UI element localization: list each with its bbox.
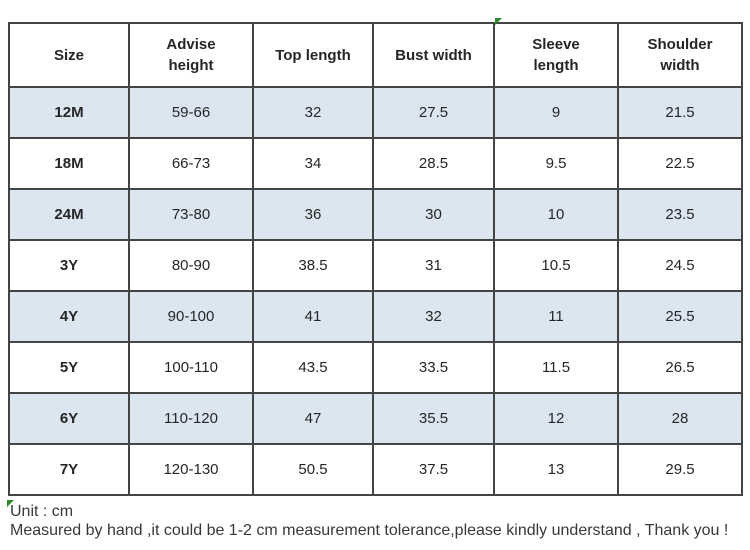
cell-advise-height: 120-130 xyxy=(128,443,254,496)
measurement-note: Measured by hand ,it could be 1-2 cm mea… xyxy=(10,522,729,539)
cell-bust-width: 37.5 xyxy=(372,443,495,496)
cell-advise-height: 80-90 xyxy=(128,239,254,292)
header-size-label: Size xyxy=(53,46,84,64)
table-row-18m: 18M 66-73 34 28.5 9.5 22.5 xyxy=(8,137,743,190)
cell-top-length: 36 xyxy=(252,188,374,241)
header-advise-height: Advise height xyxy=(128,22,254,88)
header-sleeve-length-label: Sleeve length xyxy=(532,36,580,74)
cell-sleeve-length: 11 xyxy=(493,290,619,343)
table-row-3y: 3Y 80-90 38.5 31 10.5 24.5 xyxy=(8,239,743,292)
cell-advise-height: 100-110 xyxy=(128,341,254,394)
cell-sleeve-length: 11.5 xyxy=(493,341,619,394)
green-corner-triangle-icon xyxy=(7,500,14,507)
size-chart-table: Size Advise height Top length Bust width… xyxy=(8,18,743,496)
cell-shoulder-width: 29.5 xyxy=(617,443,743,496)
header-advise-height-label: Advise height xyxy=(166,36,216,74)
cell-top-length: 41 xyxy=(252,290,374,343)
table-row-12m: 12M 59-66 32 27.5 9 21.5 xyxy=(8,86,743,139)
table-row-24m: 24M 73-80 36 30 10 23.5 xyxy=(8,188,743,241)
cell-advise-height: 90-100 xyxy=(128,290,254,343)
cell-bust-width: 35.5 xyxy=(372,392,495,445)
cell-bust-width: 28.5 xyxy=(372,137,495,190)
cell-shoulder-width: 23.5 xyxy=(617,188,743,241)
cell-top-length: 34 xyxy=(252,137,374,190)
cell-top-length: 38.5 xyxy=(252,239,374,292)
header-shoulder-width-label: Shoulder width xyxy=(647,36,713,74)
cell-advise-height: 73-80 xyxy=(128,188,254,241)
table-row-6y: 6Y 110-120 47 35.5 12 28 xyxy=(8,392,743,445)
cell-bust-width: 33.5 xyxy=(372,341,495,394)
cell-bust-width: 27.5 xyxy=(372,86,495,139)
cell-sleeve-length: 10.5 xyxy=(493,239,619,292)
cell-shoulder-width: 22.5 xyxy=(617,137,743,190)
header-row: Size Advise height Top length Bust width… xyxy=(8,18,743,88)
header-size: Size xyxy=(8,22,130,88)
table-row-5y: 5Y 100-110 43.5 33.5 11.5 26.5 xyxy=(8,341,743,394)
cell-top-length: 43.5 xyxy=(252,341,374,394)
cell-size: 6Y xyxy=(8,392,130,445)
footer-notes: Unit : cm Measured by hand ,it could be … xyxy=(10,502,728,540)
cell-shoulder-width: 21.5 xyxy=(617,86,743,139)
cell-shoulder-width: 28 xyxy=(617,392,743,445)
cell-advise-height: 59-66 xyxy=(128,86,254,139)
unit-label: Unit : cm xyxy=(10,503,74,520)
cell-size: 3Y xyxy=(8,239,130,292)
cell-sleeve-length: 13 xyxy=(493,443,619,496)
cell-shoulder-width: 25.5 xyxy=(617,290,743,343)
cell-top-length: 50.5 xyxy=(252,443,374,496)
header-top-length-label: Top length xyxy=(275,46,351,64)
table-row-7y: 7Y 120-130 50.5 37.5 13 29.5 xyxy=(8,443,743,496)
cell-size: 7Y xyxy=(8,443,130,496)
cell-bust-width: 31 xyxy=(372,239,495,292)
cell-advise-height: 110-120 xyxy=(128,392,254,445)
header-bust-width-label: Bust width xyxy=(395,46,472,64)
cell-size: 5Y xyxy=(8,341,130,394)
cell-advise-height: 66-73 xyxy=(128,137,254,190)
cell-sleeve-length: 10 xyxy=(493,188,619,241)
cell-sleeve-length: 12 xyxy=(493,392,619,445)
cell-size: 24M xyxy=(8,188,130,241)
header-bust-width: Bust width xyxy=(372,22,495,88)
header-top-length: Top length xyxy=(252,22,374,88)
header-sleeve-length: Sleeve length xyxy=(493,18,619,88)
cell-sleeve-length: 9 xyxy=(493,86,619,139)
cell-size: 18M xyxy=(8,137,130,190)
cell-shoulder-width: 26.5 xyxy=(617,341,743,394)
header-shoulder-width: Shoulder width xyxy=(617,22,743,88)
cell-top-length: 47 xyxy=(252,392,374,445)
cell-top-length: 32 xyxy=(252,86,374,139)
cell-shoulder-width: 24.5 xyxy=(617,239,743,292)
table-row-4y: 4Y 90-100 41 32 11 25.5 xyxy=(8,290,743,343)
green-corner-triangle-icon xyxy=(495,18,502,25)
cell-size: 12M xyxy=(8,86,130,139)
cell-sleeve-length: 9.5 xyxy=(493,137,619,190)
cell-bust-width: 30 xyxy=(372,188,495,241)
cell-bust-width: 32 xyxy=(372,290,495,343)
cell-size: 4Y xyxy=(8,290,130,343)
